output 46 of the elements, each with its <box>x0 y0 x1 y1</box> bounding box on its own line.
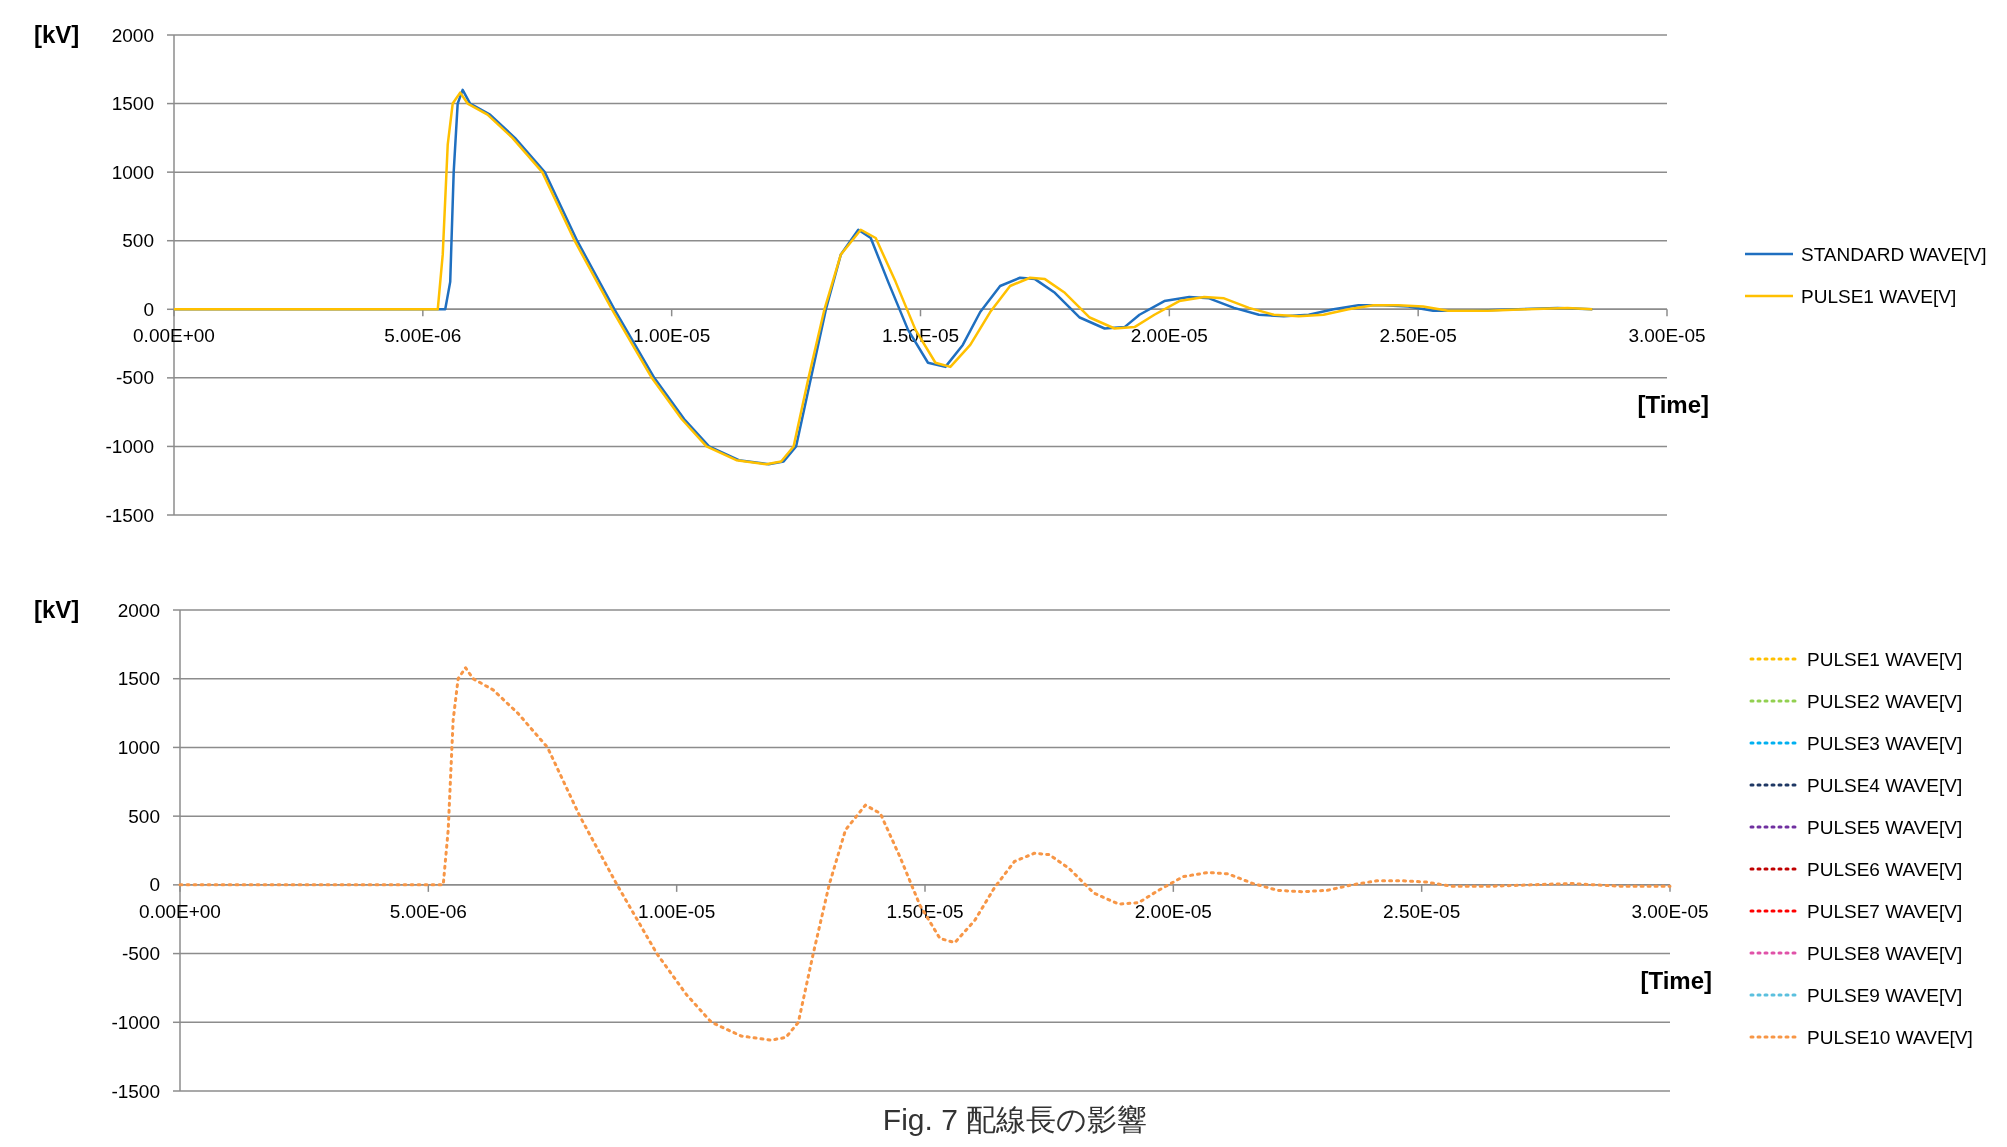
y-tick-label: -500 <box>121 943 160 965</box>
legend-label: PULSE7 WAVE[V] <box>1807 900 1963 922</box>
legend-label: PULSE4 WAVE[V] <box>1807 774 1963 796</box>
x-tick-label: 0.00E+00 <box>139 900 221 922</box>
legend-label: PULSE6 WAVE[V] <box>1807 858 1963 880</box>
x-tick-label: 3.00E-05 <box>1631 900 1709 922</box>
x-tick-label: 2.00E-05 <box>1130 325 1208 347</box>
legend-label: PULSE8 WAVE[V] <box>1807 942 1963 964</box>
x-tick-label: 2.00E-05 <box>1134 900 1212 922</box>
caption: Fig. 7 配線長の影響 <box>882 1103 1148 1136</box>
legend-label: PULSE3 WAVE[V] <box>1807 732 1963 754</box>
x-tick-label: 1.50E-05 <box>886 900 964 922</box>
y-tick-label: 1500 <box>117 668 160 690</box>
y-tick-label: -1000 <box>105 435 154 457</box>
y-tick-label: 0 <box>143 298 154 320</box>
legend-label: STANDARD WAVE[V] <box>1801 243 1987 265</box>
y-tick-label: -500 <box>115 367 154 389</box>
y-tick-label: 1000 <box>111 161 154 183</box>
legend-label: PULSE1 WAVE[V] <box>1801 285 1957 307</box>
y-axis-title: [kV] <box>34 21 80 48</box>
x-tick-label: 0.00E+00 <box>133 325 215 347</box>
x-tick-label: 2.50E-05 <box>1383 900 1461 922</box>
x-tick-label: 5.00E-06 <box>389 900 467 922</box>
y-tick-label: 1000 <box>117 736 160 758</box>
x-tick-label: 2.50E-05 <box>1379 325 1457 347</box>
legend-label: PULSE9 WAVE[V] <box>1807 984 1963 1006</box>
x-axis-title: [Time] <box>1640 966 1712 994</box>
legend-label: PULSE5 WAVE[V] <box>1807 816 1963 838</box>
legend-label: PULSE2 WAVE[V] <box>1807 690 1963 712</box>
y-tick-label: 2000 <box>111 24 154 46</box>
y-tick-label: -1500 <box>111 1080 160 1102</box>
legend-label: PULSE1 WAVE[V] <box>1807 648 1963 670</box>
x-axis-title: [Time] <box>1637 391 1709 419</box>
y-tick-label: 0 <box>149 874 160 896</box>
y-tick-label: 500 <box>122 230 154 252</box>
x-tick-label: 3.00E-05 <box>1628 325 1706 347</box>
x-tick-label: 1.00E-05 <box>633 325 711 347</box>
y-tick-label: 500 <box>128 805 160 827</box>
y-axis-title: [kV] <box>34 596 80 623</box>
x-tick-label: 1.00E-05 <box>638 900 716 922</box>
y-tick-label: 2000 <box>117 599 160 621</box>
y-tick-label: -1500 <box>105 504 154 526</box>
x-tick-label: 5.00E-06 <box>384 325 462 347</box>
y-tick-label: 1500 <box>111 93 154 115</box>
legend-label: PULSE10 WAVE[V] <box>1807 1026 1973 1048</box>
y-tick-label: -1000 <box>111 1011 160 1033</box>
